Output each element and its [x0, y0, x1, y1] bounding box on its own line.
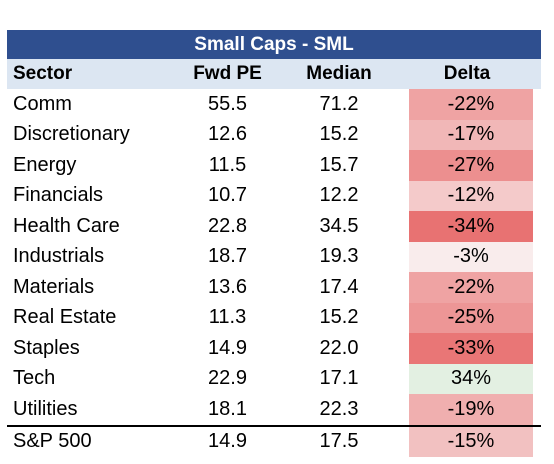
median-cell: 17.4 [319, 275, 359, 298]
sector-cell: Health Care [13, 214, 120, 237]
table-row: Industrials 18.7 19.3 -3% [7, 241, 541, 272]
table-row: Utilities 18.1 22.3 -19% [7, 394, 541, 425]
fwd-pe-cell: 18.1 [208, 397, 247, 420]
table-row: Financials 10.7 12.2 -12% [7, 180, 541, 211]
delta-cell: -22% [409, 272, 533, 303]
table-row: Staples 14.9 22.0 -33% [7, 333, 541, 364]
delta-cell: -17% [409, 119, 533, 150]
median-cell: 71.2 [319, 92, 359, 115]
sector-cell: Utilities [13, 397, 78, 420]
fwd-pe-cell: 14.9 [208, 336, 247, 359]
fwd-pe-cell: 55.5 [208, 92, 247, 115]
total-delta: -15% [409, 426, 533, 457]
sector-cell: Discretionary [13, 123, 130, 146]
total-fwd-pe: 14.9 [208, 430, 247, 452]
delta-cell: -3% [409, 241, 533, 272]
fwd-pe-cell: 13.6 [208, 275, 247, 298]
table-row: Discretionary 12.6 15.2 -17% [7, 119, 541, 150]
fwd-pe-cell: 10.7 [208, 184, 247, 207]
median-cell: 19.3 [319, 245, 359, 268]
header-median: Median [306, 63, 372, 84]
sector-cell: Comm [13, 92, 72, 115]
fwd-pe-cell: 11.3 [208, 306, 247, 329]
sector-cell: Real Estate [13, 306, 117, 329]
table-row: Tech 22.9 17.1 34% [7, 363, 541, 394]
median-cell: 15.2 [319, 123, 359, 146]
header-fwd-pe: Fwd PE [193, 63, 262, 84]
median-cell: 22.3 [319, 397, 359, 420]
median-cell: 34.5 [319, 214, 359, 237]
median-cell: 15.7 [319, 153, 359, 176]
median-cell: 12.2 [319, 184, 359, 207]
table-row: Energy 11.5 15.7 -27% [7, 150, 541, 181]
median-cell: 15.2 [319, 306, 359, 329]
fwd-pe-cell: 22.9 [208, 367, 247, 390]
delta-cell: -12% [409, 180, 533, 211]
table-row: Health Care 22.8 34.5 -34% [7, 211, 541, 242]
table-row: Materials 13.6 17.4 -22% [7, 272, 541, 303]
table-body: Comm 55.5 71.2 -22% Discretionary 12.6 15.2 -17… [7, 89, 541, 425]
header-sector: Sector [13, 63, 73, 84]
sector-cell: Materials [13, 275, 95, 298]
delta-cell: -33% [409, 333, 533, 364]
fwd-pe-cell: 22.8 [208, 214, 247, 237]
median-cell: 17.1 [319, 367, 359, 390]
header-row: Sector Fwd PE Median Delta [7, 59, 541, 89]
delta-cell: 34% [409, 363, 533, 394]
table-row: Real Estate 11.3 15.2 -25% [7, 302, 541, 333]
table-row: Comm 55.5 71.2 -22% [7, 89, 541, 120]
delta-cell: -19% [409, 394, 533, 425]
fwd-pe-cell: 12.6 [208, 123, 247, 146]
sector-cell: Energy [13, 153, 77, 176]
delta-cell: -22% [409, 89, 533, 120]
sector-cell: Tech [13, 367, 56, 390]
delta-cell: -25% [409, 302, 533, 333]
delta-cell: -27% [409, 150, 533, 181]
delta-cell: -34% [409, 211, 533, 242]
sector-cell: Industrials [13, 245, 105, 268]
sector-cell: Financials [13, 184, 104, 207]
table-title: Small Caps - SML [7, 30, 541, 59]
total-sector: S&P 500 [13, 430, 92, 452]
total-median: 17.5 [319, 430, 359, 452]
fwd-pe-cell: 18.7 [208, 245, 247, 268]
sector-cell: Staples [13, 336, 80, 359]
header-delta: Delta [443, 63, 491, 84]
valuation-table: Small Caps - SML Sector Fwd PE Median De… [7, 30, 541, 457]
fwd-pe-cell: 11.5 [208, 153, 247, 176]
total-row: S&P 500 14.9 17.5 -15% [7, 424, 541, 457]
median-cell: 22.0 [319, 336, 359, 359]
